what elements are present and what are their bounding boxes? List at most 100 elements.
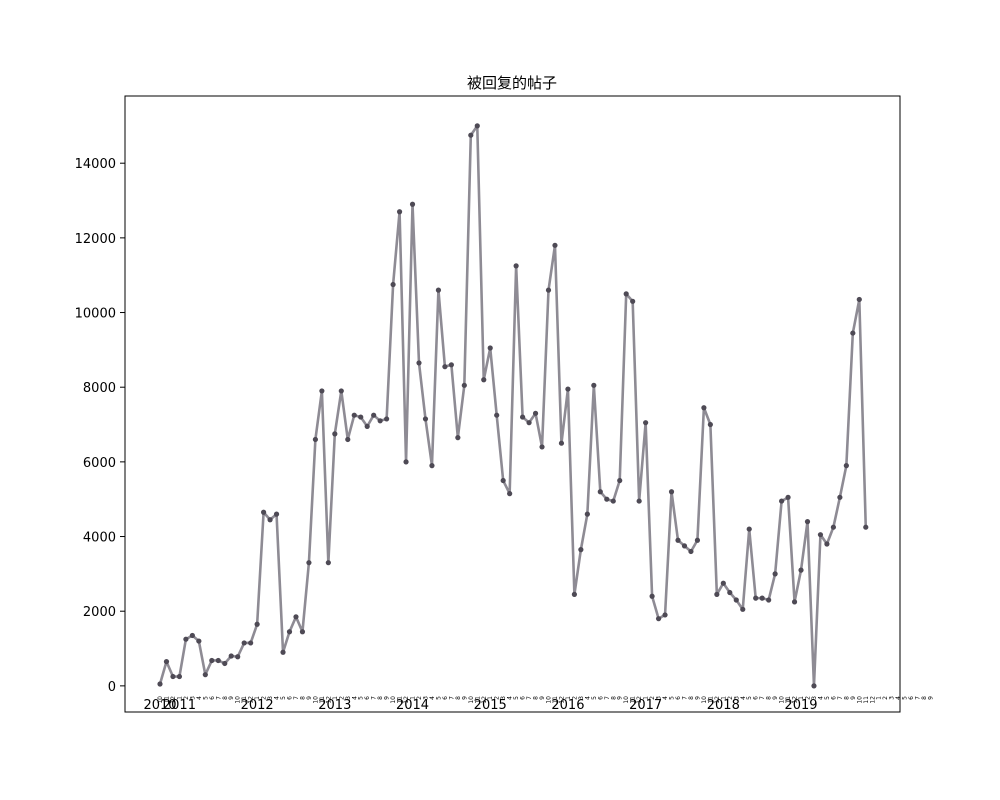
data-point	[662, 612, 668, 618]
x-month-label: 4	[351, 696, 358, 700]
data-point	[435, 287, 442, 293]
x-year-label: 2015	[474, 698, 507, 713]
x-axis: 10 11 12 1 2 3 4 5 6 7 8 9 10 11 12 1 2 3 4 5 6 7 8 9 10 11 12 1 2 3 4…	[143, 696, 934, 713]
data-point	[416, 360, 422, 366]
x-month-label: 5	[202, 696, 209, 700]
data-point	[170, 673, 176, 680]
x-month-label: 4	[584, 696, 591, 700]
data-point	[176, 673, 183, 680]
data-point	[507, 491, 513, 497]
x-month-label: 9	[772, 696, 779, 700]
x-month-label: 1	[176, 696, 183, 700]
x-month-label: 5	[358, 696, 365, 700]
x-month-label: 7	[215, 696, 222, 700]
data-point	[804, 519, 811, 525]
data-point	[358, 414, 364, 420]
data-point	[532, 410, 539, 416]
data-point	[273, 511, 280, 517]
data-point	[286, 629, 293, 635]
data-point	[371, 412, 377, 418]
x-month-label: 7	[837, 696, 844, 700]
series-line	[158, 124, 868, 688]
x-month-label: 11	[552, 696, 559, 704]
data-point	[772, 571, 778, 577]
data-point	[241, 640, 247, 646]
data-point	[228, 653, 234, 659]
x-month-label: 5	[591, 696, 598, 700]
data-point	[668, 489, 675, 495]
data-point	[442, 364, 448, 370]
x-year-label: 2018	[707, 698, 740, 713]
x-month-label: 11	[474, 696, 481, 704]
y-tick-label: 4000	[83, 531, 116, 546]
data-point	[636, 498, 642, 504]
data-point	[707, 421, 713, 428]
data-point	[753, 595, 759, 601]
x-month-label: 1	[410, 696, 417, 700]
x-month-label: 5	[902, 696, 909, 700]
y-tick-label: 2000	[83, 605, 116, 620]
data-point	[500, 477, 506, 484]
data-point	[863, 524, 869, 530]
data-point	[623, 291, 629, 297]
x-month-label: 12	[170, 696, 177, 704]
x-month-label: 9	[850, 696, 857, 700]
x-month-label: 10	[390, 696, 397, 704]
x-month-label: 3	[733, 696, 740, 700]
x-month-label: 9	[617, 696, 624, 700]
data-point	[824, 541, 830, 547]
data-point	[474, 123, 480, 129]
x-month-label: 12	[248, 696, 255, 704]
data-point	[384, 416, 390, 422]
data-point	[261, 509, 267, 515]
data-point	[461, 382, 467, 388]
series-replied-posts	[157, 123, 869, 689]
x-year-label: 2017	[629, 698, 662, 713]
x-year-label: 2012	[241, 698, 274, 713]
data-point	[552, 242, 558, 248]
x-month-label: 4	[662, 696, 669, 700]
x-month-label: 10	[856, 696, 863, 704]
data-point	[351, 412, 357, 418]
x-month-label: 12	[869, 696, 876, 704]
x-month-label: 7	[448, 696, 455, 700]
x-month-label: 6	[287, 696, 294, 700]
data-point	[591, 382, 597, 388]
data-point	[280, 649, 286, 655]
data-point	[779, 498, 785, 504]
x-month-label: 4	[274, 696, 281, 700]
x-month-label: 6	[209, 696, 216, 700]
x-month-label: 10	[468, 696, 475, 704]
x-month-label: 1	[565, 696, 572, 700]
x-month-label: 8	[455, 696, 462, 700]
data-point	[215, 657, 221, 664]
x-month-label: 6	[675, 696, 682, 700]
data-point	[293, 614, 299, 620]
data-point	[248, 640, 254, 646]
data-point	[740, 606, 746, 612]
x-month-label: 12	[403, 696, 410, 704]
x-month-label: 3	[422, 696, 429, 700]
x-month-label: 11	[863, 696, 870, 704]
x-month-label: 5	[824, 696, 831, 700]
x-month-label: 2	[571, 696, 578, 700]
x-month-label: 4	[895, 696, 902, 700]
x-month-label: 2	[805, 696, 812, 700]
x-month-label: 9	[539, 696, 546, 700]
x-month-label: 7	[526, 696, 533, 700]
x-month-label: 11	[163, 696, 170, 704]
x-month-label: 10	[157, 696, 164, 704]
data-point	[254, 621, 260, 627]
x-month-label: 9	[461, 696, 468, 700]
x-month-label: 6	[753, 696, 760, 700]
data-point	[157, 681, 163, 687]
data-point	[649, 593, 655, 599]
data-point	[267, 517, 273, 523]
x-month-label: 4	[196, 696, 203, 700]
data-point	[539, 444, 545, 450]
x-year-label: 2014	[396, 698, 429, 713]
x-month-label: 6	[520, 696, 527, 700]
data-point	[520, 414, 526, 420]
data-point	[714, 591, 720, 598]
x-month-label: 9	[694, 696, 701, 700]
